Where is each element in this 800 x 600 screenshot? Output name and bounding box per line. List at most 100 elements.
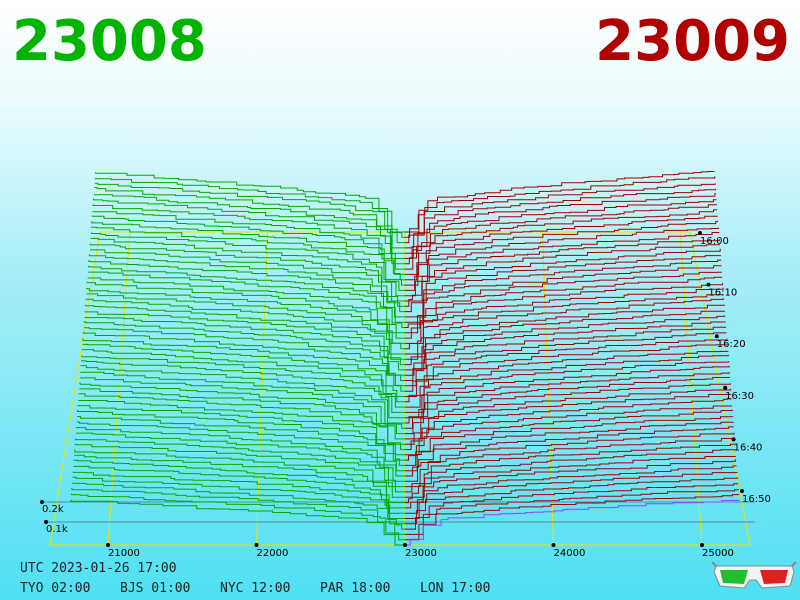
ask-price: 23009: [595, 9, 790, 74]
bid-depth-line: [70, 499, 405, 546]
bid-depth-line: [89, 249, 405, 307]
time-tick-label: 16:40: [734, 442, 763, 453]
bid-depth-line: [80, 365, 405, 419]
bid-depth-line: [84, 317, 405, 371]
bid-depth-line: [82, 338, 405, 392]
bid-depth-line: [79, 382, 405, 435]
ask-depth-line: [405, 409, 733, 461]
bid-depth-line: [88, 260, 405, 318]
bid-depth-line: [78, 393, 405, 445]
ask-depth-line: [405, 383, 731, 435]
price-tick-label: 22000: [257, 548, 289, 559]
time-tick-dot: [740, 489, 744, 493]
bid-depth-line: [77, 410, 405, 461]
price-tick-dot: [551, 543, 556, 547]
ask-depth-line: [405, 426, 734, 477]
bid-depth-line: [85, 298, 405, 355]
bid-depth-line: [81, 355, 405, 408]
ask-depth-line: [405, 494, 740, 541]
bid-depth-line: [93, 194, 405, 254]
time-tick-dot: [714, 334, 719, 339]
bid-depth-line: [94, 187, 405, 249]
bid-price: 23008: [12, 9, 207, 74]
ask-depth-line: [405, 350, 729, 403]
price-tick-label: 25000: [702, 548, 734, 559]
ask-depth-line: [405, 499, 740, 546]
ask-depth-line: [405, 326, 727, 381]
time-tick-dot: [698, 231, 702, 235]
ask-depth-line: [405, 332, 727, 387]
time-tick-label: 16:10: [708, 288, 737, 299]
bid-depth-line: [84, 311, 405, 366]
bid-depth-line: [75, 427, 405, 477]
bid-depth-line: [77, 405, 405, 456]
depth-layers: [70, 171, 740, 546]
price-grid-line: [107, 231, 131, 546]
ask-depth-line: [405, 438, 735, 488]
clock-label: PAR 18:00: [320, 581, 390, 596]
ask-depth-line: [405, 477, 738, 525]
ask-depth-line: [405, 443, 735, 493]
bid-depth-line: [70, 493, 405, 541]
bid-depth-line: [74, 449, 405, 498]
utc-time: UTC 2023-01-26 17:00: [20, 561, 177, 576]
ask-depth-line: [405, 244, 720, 302]
bid-depth-line: [71, 487, 405, 535]
clock-label: LON 17:00: [420, 581, 490, 596]
bid-depth-line: [88, 271, 405, 328]
bid-depth-line: [72, 471, 405, 519]
ask-depth-line: [405, 183, 716, 244]
clock-label: BJS 01:00: [120, 581, 190, 596]
ask-depth-line: [405, 354, 729, 408]
bid-depth-line: [88, 265, 405, 323]
bid-depth-line: [95, 172, 405, 233]
ask-depth-line: [405, 255, 722, 313]
ask-depth-line: [405, 394, 732, 445]
clock-label: TYO 02:00: [20, 581, 90, 596]
bid-depth-line: [78, 400, 405, 450]
bid-depth-line: [74, 443, 405, 493]
time-tick-label: 16:20: [717, 339, 746, 350]
bid-depth-line: [80, 377, 405, 429]
depth-tick-label: 0.1k: [46, 524, 68, 535]
ask-depth-line: [405, 204, 717, 265]
bid-depth-line: [81, 359, 405, 413]
ask-depth-line: [405, 344, 728, 397]
ask-depth-line: [405, 421, 734, 472]
ask-depth-line: [405, 171, 715, 233]
price-tick-label: 21000: [108, 548, 140, 559]
ask-depth-line: [405, 298, 724, 355]
bid-depth-line: [72, 482, 405, 530]
3d-glasses-button[interactable]: [711, 561, 797, 589]
bid-depth-line: [73, 465, 405, 514]
ask-depth-line: [405, 215, 718, 275]
price-tick-label: 24000: [554, 548, 586, 559]
bid-depth-line: [75, 432, 405, 482]
bid-depth-line: [90, 226, 405, 286]
ask-depth-line: [405, 365, 730, 419]
time-tick-dot: [731, 437, 736, 442]
bid-depth-line: [89, 243, 405, 302]
bid-depth-line: [94, 178, 405, 238]
ask-depth-line: [405, 449, 736, 498]
bid-depth-line: [73, 459, 405, 509]
bid-depth-line: [83, 331, 405, 387]
bid-depth-line: [81, 349, 405, 403]
bid-depth-line: [83, 327, 405, 381]
bid-depth-line: [90, 237, 405, 297]
ask-depth-line: [405, 459, 737, 509]
ask-depth-line: [405, 398, 732, 450]
clock-label: NYC 12:00: [220, 581, 290, 596]
bid-depth-line: [92, 204, 405, 265]
bid-depth-line: [82, 343, 405, 397]
bid-depth-line: [87, 277, 405, 334]
bid-depth-line: [88, 254, 405, 313]
bid-depth-line: [91, 215, 405, 275]
bid-depth-line: [74, 454, 405, 504]
price-tick-dot: [403, 543, 407, 547]
bid-depth-line: [72, 476, 405, 525]
ask-depth-line: [405, 472, 738, 519]
floor-edge: [49, 231, 101, 546]
bid-depth-line: [85, 304, 405, 360]
